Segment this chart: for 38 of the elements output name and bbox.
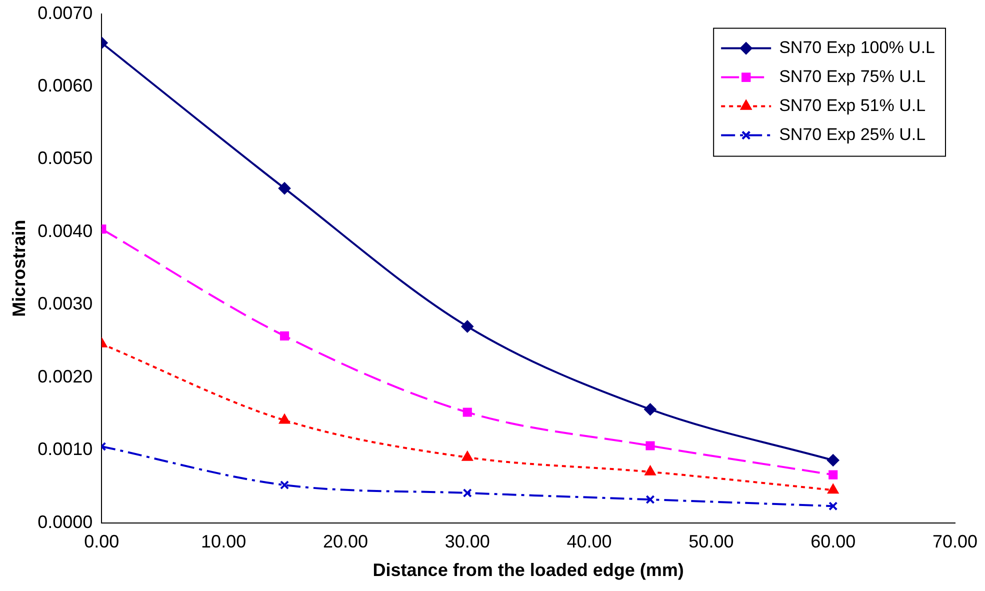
point [279,414,290,424]
point [828,502,838,511]
x-tick-label: 40.00 [566,532,612,552]
legend-label: SN70 Exp 25% U.L [779,124,926,144]
point [646,494,655,504]
y-tick-label: 0.0050 [38,148,93,168]
x-tick-label: 0.00 [84,532,120,552]
legend-label: SN70 Exp 51% U.L [779,96,926,115]
point [461,320,474,332]
x-tick-label: 30.00 [444,532,490,552]
y-tick-label: 0.0030 [38,294,93,314]
y-tick-label: 0.0040 [38,220,93,241]
point [644,466,656,476]
point [646,441,655,450]
point [828,484,838,494]
legend-label: SN70 Exp 100% U.L [779,38,935,57]
point [644,403,656,416]
point [462,451,473,461]
legend-label: SN70 Exp 75% U.L [779,66,926,86]
y-tick-label: 0.0010 [38,439,93,460]
x-tick-label: 10.00 [201,532,246,552]
y-tick-label: 0.0070 [38,2,93,23]
point [828,470,838,480]
point [280,331,290,340]
point [462,408,472,417]
point [278,182,291,194]
x-tick-label: 20.00 [322,532,368,552]
y-tick-label: 0.0020 [38,366,93,386]
x-tick-label: 70.00 [932,532,978,552]
y-axis-title: Microstrain [8,220,29,317]
x-tick-label: 50.00 [688,532,734,552]
point [827,454,840,466]
point [462,488,472,498]
y-tick-label: 0.0060 [38,75,93,96]
x-axis-title: Distance from the loaded edge (mm) [372,560,684,580]
point [280,480,290,490]
y-tick-label: 0.0000 [38,512,93,532]
x-tick-label: 60.00 [810,532,856,552]
